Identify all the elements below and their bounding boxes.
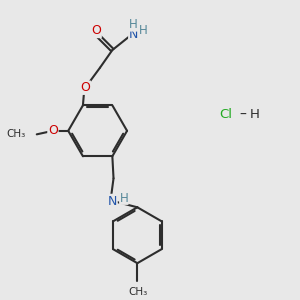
Text: Cl: Cl <box>219 108 232 121</box>
Text: –: – <box>240 108 247 122</box>
Text: O: O <box>91 24 101 38</box>
Text: N: N <box>129 28 138 41</box>
Text: O: O <box>48 124 58 137</box>
Text: N: N <box>108 194 117 208</box>
Text: H: H <box>250 108 260 121</box>
Text: H: H <box>119 192 128 205</box>
Text: H: H <box>129 18 138 31</box>
Text: O: O <box>80 81 90 94</box>
Text: CH₃: CH₃ <box>128 287 148 297</box>
Text: CH₃: CH₃ <box>6 129 26 139</box>
Text: H: H <box>139 24 147 37</box>
